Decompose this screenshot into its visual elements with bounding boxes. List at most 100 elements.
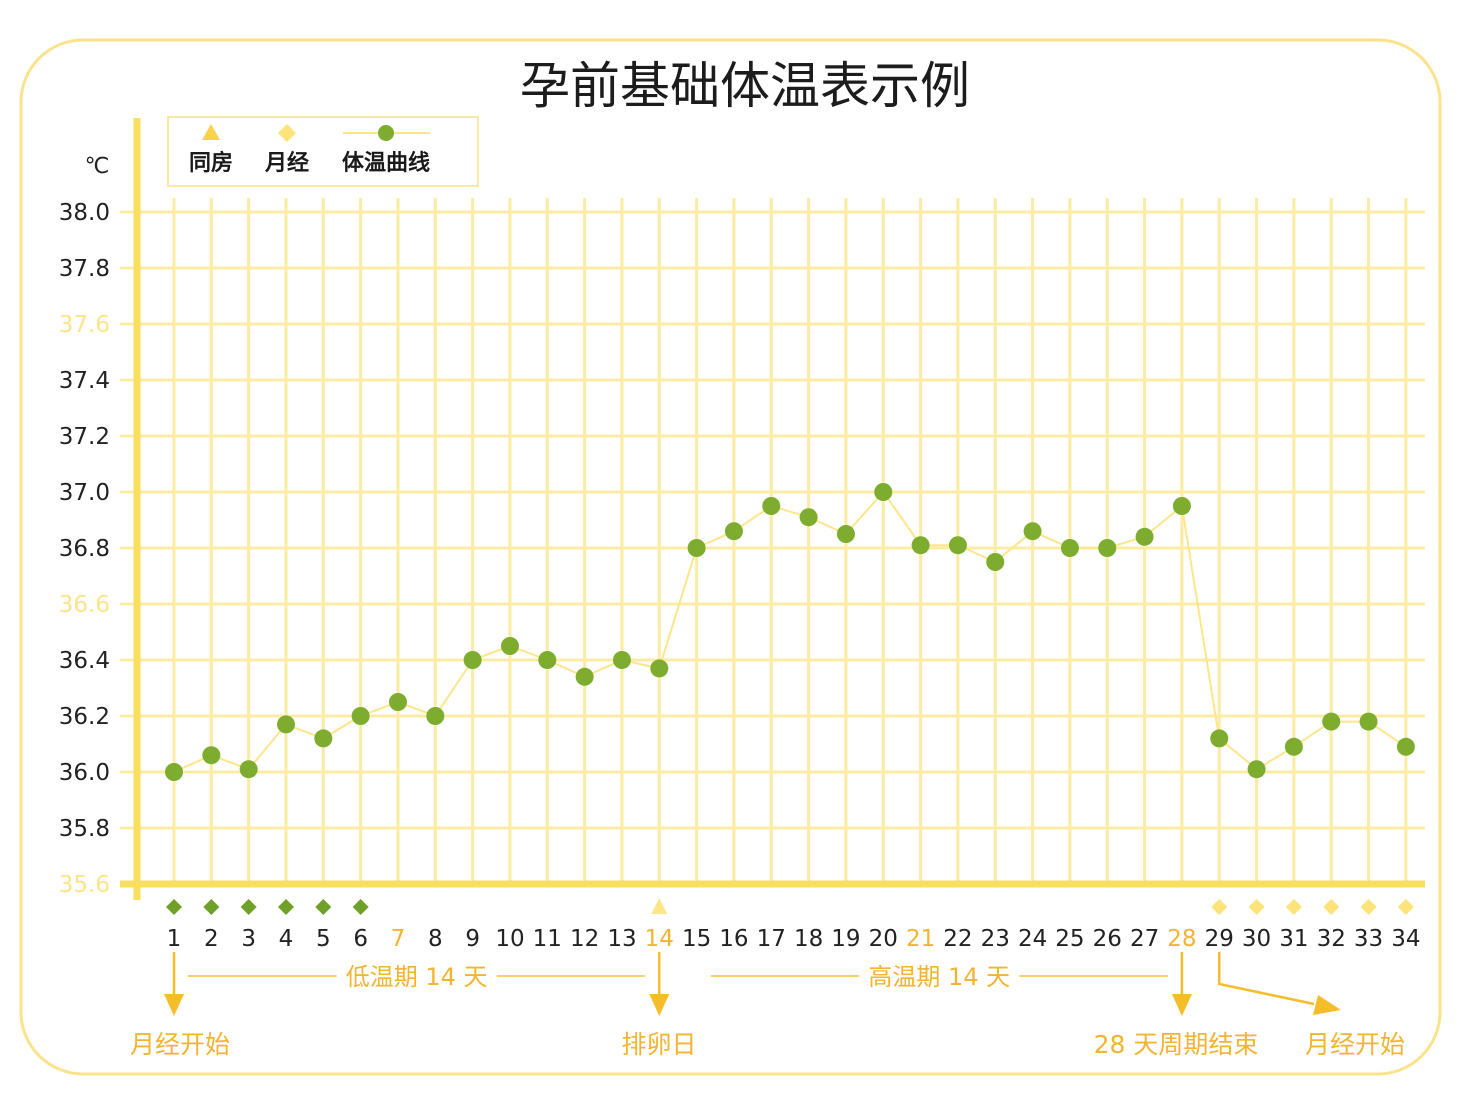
temperature-point-day-33 [1359, 712, 1378, 731]
temperature-point-day-9 [463, 651, 482, 669]
temperature-point-day-6 [351, 707, 370, 725]
x-tick-label: 25 [1055, 926, 1084, 952]
temperature-point-day-20 [874, 483, 893, 501]
marker-diamond-day-33 [1360, 899, 1377, 915]
x-tick-label: 9 [465, 926, 480, 952]
temperature-point-day-19 [836, 525, 855, 543]
legend: 同房 月经 体温曲线 [167, 116, 479, 187]
y-tick-label: 36.4 [59, 648, 110, 674]
phase-label: 高温期 14 天 [868, 963, 1010, 991]
temperature-point-day-7 [388, 693, 407, 711]
event-arrow-head [1313, 995, 1341, 1015]
x-tick-label: 16 [719, 926, 748, 952]
x-tick-label: 19 [831, 926, 860, 952]
x-tick-label: 21 [906, 926, 935, 952]
temperature-point-day-3 [239, 760, 258, 779]
temperature-point-day-5 [314, 729, 333, 748]
y-tick-label: 37.4 [59, 368, 110, 394]
temperature-point-day-12 [575, 667, 594, 686]
event-label: 排卵日 [621, 1030, 696, 1059]
y-tick-label: 37.6 [59, 312, 110, 338]
x-tick-label: 2 [204, 926, 219, 952]
x-tick-label: 1 [167, 926, 182, 952]
x-tick-label: 29 [1205, 926, 1234, 952]
y-tick-label: 37.0 [59, 480, 110, 506]
y-tick-label: 37.8 [59, 256, 110, 282]
y-tick-label: 35.6 [59, 872, 110, 898]
event-arrow-head [1171, 994, 1192, 1016]
temperature-line [173, 490, 1407, 773]
x-tick-label: 11 [533, 926, 562, 952]
x-tick-label: 15 [682, 926, 711, 952]
y-tick-label: 36.0 [59, 760, 110, 786]
temperature-point-day-22 [948, 536, 967, 555]
x-tick-label: 8 [428, 926, 443, 952]
x-tick-label: 32 [1317, 926, 1346, 952]
marker-diamond-day-29 [1211, 899, 1228, 915]
temperature-point-day-13 [612, 651, 631, 669]
x-tick-label: 4 [279, 926, 294, 952]
legend-label-intercourse: 同房 [189, 150, 233, 176]
x-tick-label: 23 [981, 926, 1010, 952]
x-tick-label: 6 [353, 926, 368, 952]
x-tick-label: 30 [1242, 926, 1271, 952]
event-label: 28 天周期结束 [1094, 1030, 1259, 1059]
temperature-point-day-30 [1247, 760, 1266, 779]
temperature-point-day-31 [1284, 737, 1303, 756]
y-tick-label: 36.6 [59, 592, 110, 618]
x-tick-label: 3 [241, 926, 256, 952]
chart-frame [19, 38, 1442, 1076]
marker-diamond-day-4 [277, 899, 294, 915]
x-tick-label: 22 [943, 926, 972, 952]
legend-diamond-icon [278, 124, 296, 142]
temperature-point-day-34 [1396, 737, 1415, 756]
x-tick-label: 28 [1167, 926, 1196, 952]
day-markers [166, 898, 1414, 915]
temperature-point-day-27 [1135, 527, 1154, 546]
y-axis-unit: ℃ [85, 154, 110, 179]
x-tick-label: 13 [607, 926, 636, 952]
y-tick-label: 38.0 [59, 200, 110, 226]
y-tick-label: 37.2 [59, 424, 110, 450]
legend-label-menstruation: 月经 [264, 150, 309, 176]
marker-diamond-day-1 [166, 899, 182, 915]
event-arrow-head [164, 994, 184, 1016]
x-tick-label: 26 [1093, 926, 1122, 952]
temperature-point-day-14 [650, 659, 669, 678]
marker-diamond-day-34 [1397, 899, 1414, 915]
x-tick-label: 5 [316, 926, 331, 952]
temperature-point-day-16 [724, 522, 743, 541]
marker-diamond-day-32 [1323, 899, 1340, 915]
marker-diamond-day-2 [203, 899, 220, 915]
legend-label-temperature-curve: 体温曲线 [342, 150, 430, 176]
legend-dot-icon [378, 125, 394, 141]
x-tick-label: 17 [757, 926, 786, 952]
temperature-point-day-24 [1023, 522, 1042, 541]
event-arrow-line [1217, 952, 1315, 1006]
marker-triangle-day-14 [651, 898, 668, 914]
axes [120, 118, 1425, 900]
temperature-point-day-23 [986, 553, 1005, 571]
y-tick-label: 36.8 [59, 536, 110, 562]
x-tick-label: 33 [1354, 926, 1383, 952]
temperature-point-day-15 [687, 539, 706, 557]
marker-diamond-day-31 [1285, 899, 1302, 915]
x-tick-labels: 1 2 3 4 5 6 7 8 9 10 11 12 13 14 15 16 17 18 19 20 21 22 23 24 2… [167, 926, 1421, 952]
temperature-series [165, 483, 1415, 781]
x-tick-label: 24 [1018, 926, 1047, 952]
y-tick-labels: 38.0 37.8 37.6 37.4 37.2 37.0 36.8 36.6 36.4 36.2… [59, 200, 110, 898]
event-arrow-head [649, 994, 670, 1016]
x-tick-label: 20 [869, 926, 898, 952]
x-tick-label: 10 [495, 926, 524, 952]
x-tick-label: 18 [794, 926, 823, 952]
phase-label: 低温期 14 天 [346, 963, 488, 991]
temperature-point-day-4 [276, 715, 295, 734]
temperature-point-day-26 [1098, 539, 1117, 557]
temperature-point-day-1 [165, 763, 183, 781]
temperature-point-day-29 [1210, 729, 1229, 748]
x-tick-label: 12 [570, 926, 599, 952]
legend-box [167, 116, 479, 187]
marker-diamond-day-3 [240, 899, 257, 915]
temperature-point-day-25 [1060, 539, 1079, 557]
